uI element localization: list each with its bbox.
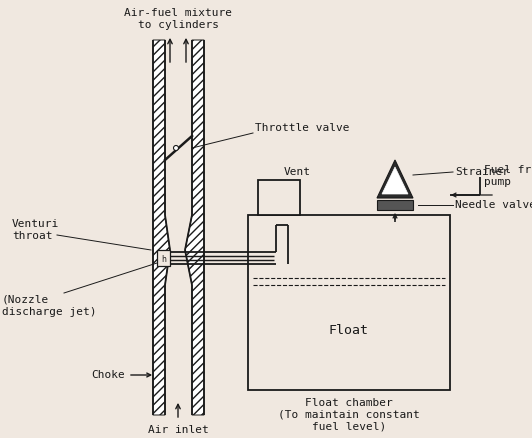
Text: Vent: Vent: [284, 167, 311, 177]
Bar: [248, 215, 450, 390]
Text: Float: Float: [329, 324, 369, 336]
Text: Air-fuel mixture
to cylinders: Air-fuel mixture to cylinders: [124, 8, 232, 30]
Text: Fuel from
pump: Fuel from pump: [484, 166, 532, 187]
Text: Throttle valve: Throttle valve: [255, 123, 350, 133]
Text: Float chamber
(To maintain constant
fuel level): Float chamber (To maintain constant fuel…: [278, 398, 420, 431]
Text: Strainer: Strainer: [455, 167, 509, 177]
Bar: [157, 250, 170, 266]
Text: Needle valve: Needle valve: [455, 200, 532, 210]
Polygon shape: [382, 167, 408, 194]
Polygon shape: [185, 40, 204, 415]
Bar: [377, 200, 413, 210]
Text: Venturi
throat: Venturi throat: [12, 219, 59, 241]
Circle shape: [173, 145, 179, 151]
Bar: [258, 180, 300, 215]
Text: Choke: Choke: [92, 370, 125, 380]
Polygon shape: [153, 40, 170, 415]
Text: h: h: [162, 254, 167, 264]
Polygon shape: [377, 160, 413, 198]
Text: Air inlet: Air inlet: [147, 425, 209, 435]
Text: (Nozzle
discharge jet): (Nozzle discharge jet): [2, 295, 96, 317]
